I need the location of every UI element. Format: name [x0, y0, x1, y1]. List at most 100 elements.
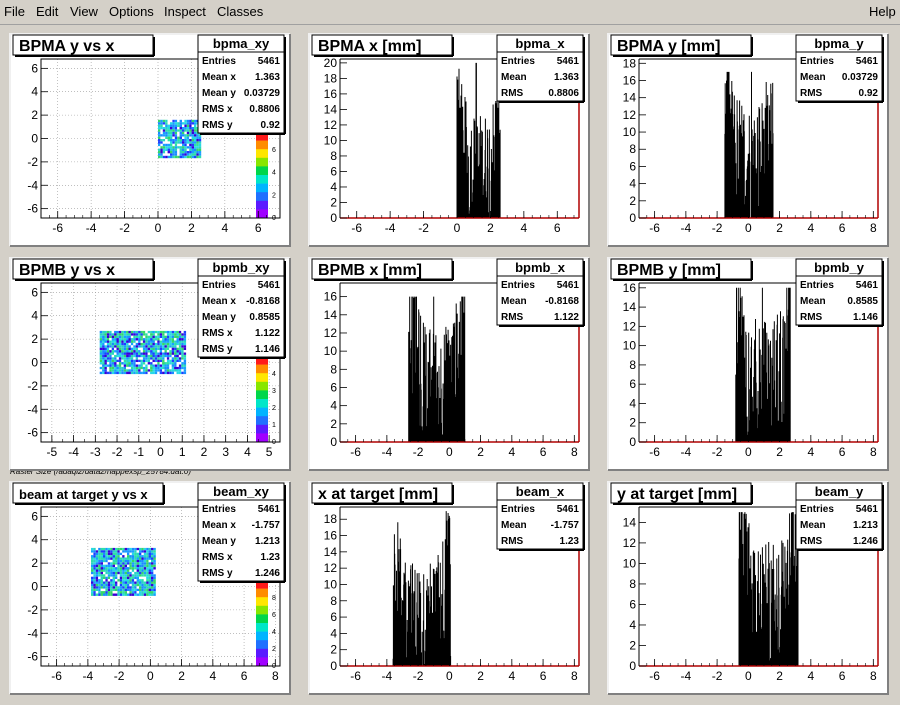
heatmap-cell — [183, 338, 187, 341]
stats-name: bpmb_x — [515, 260, 566, 275]
heatmap-cell — [112, 583, 115, 587]
heatmap-cell — [157, 340, 160, 343]
heatmap-cell — [119, 557, 123, 560]
heatmap-cell — [184, 139, 187, 142]
root-canvas[interactable]: Raster Size (/adaql2/data2/happexsp_2578… — [0, 26, 900, 700]
heatmap-cell — [93, 591, 96, 594]
heatmap-cell — [169, 340, 172, 343]
heatmap-cell — [91, 562, 94, 565]
stats-name: bpma_x — [515, 36, 565, 51]
heatmap-cell — [110, 569, 113, 572]
heatmap-cell — [170, 127, 173, 130]
y-tick-label: 8 — [629, 358, 636, 372]
pad-bevel-dark — [608, 482, 889, 695]
menu-view[interactable]: View — [70, 4, 98, 19]
menu-inspect[interactable]: Inspect — [164, 4, 206, 19]
heatmap-cell — [138, 345, 141, 348]
histogram-canvas[interactable]: Raster Size (/adaql2/data2/happexsp_2578… — [0, 26, 900, 700]
heatmap-cell — [111, 359, 115, 363]
palette-segment — [256, 416, 268, 426]
x-tick-label: 2 — [477, 445, 484, 459]
heatmap-cell — [128, 350, 131, 353]
plot-title: BPMA y vs x — [19, 38, 115, 55]
heatmap-cell — [158, 155, 161, 159]
heatmap-cell — [177, 146, 180, 149]
y-tick-label: 6 — [330, 380, 337, 394]
menu-classes[interactable]: Classes — [217, 4, 264, 19]
heatmap-cell — [136, 571, 139, 575]
heatmap-cell — [141, 574, 144, 577]
x-tick-label: -4 — [86, 221, 97, 235]
heatmap-cell — [122, 576, 125, 580]
heatmap-cell — [194, 148, 197, 151]
heatmap-cell — [198, 141, 202, 144]
stats-label: Mean — [800, 72, 826, 83]
heatmap-cell — [111, 354, 115, 358]
heatmap-cell — [162, 347, 165, 351]
heatmap-cell — [112, 593, 115, 596]
heatmap-cell — [93, 567, 96, 570]
heatmap-cell — [198, 134, 202, 137]
heatmap-cell — [106, 330, 110, 334]
heatmap-cell — [179, 148, 182, 151]
heatmap-cell — [174, 352, 177, 355]
heatmap-cell — [105, 583, 108, 587]
heatmap-cell — [182, 119, 185, 123]
heatmap-cell — [181, 359, 184, 363]
heatmap-cell — [139, 562, 142, 565]
heatmap-cell — [100, 557, 103, 560]
heatmap-cell — [171, 342, 175, 346]
x-tick-label: 0 — [446, 445, 453, 459]
heatmap-cell — [130, 352, 134, 355]
menu-file[interactable]: File — [4, 4, 25, 19]
heatmap-cell — [121, 352, 124, 355]
heatmap-cell — [178, 338, 182, 341]
heatmap-cell — [174, 122, 178, 125]
heatmap-cell — [196, 136, 199, 139]
heatmap-cell — [146, 550, 149, 553]
heatmap-cell — [177, 139, 180, 142]
heatmap-cell — [189, 153, 192, 156]
heatmap-cell — [159, 338, 163, 341]
heatmap-cell — [128, 340, 131, 343]
heatmap-cell — [111, 357, 115, 360]
heatmap-cell — [107, 588, 111, 592]
heatmap-cell — [153, 569, 156, 572]
menu-options[interactable]: Options — [109, 4, 154, 19]
heatmap-cell — [106, 347, 110, 351]
heatmap-cell — [121, 335, 124, 339]
heatmap-cell — [110, 581, 113, 584]
stats-label: Entries — [202, 504, 236, 515]
heatmap-cell — [142, 354, 146, 358]
heatmap-cell — [93, 579, 96, 582]
stats-label: Entries — [800, 280, 834, 291]
heatmap-cell — [134, 571, 137, 575]
heatmap-cell — [129, 571, 132, 575]
heatmap-cell — [177, 148, 180, 151]
stats-label: Entries — [202, 56, 236, 67]
menu-edit[interactable]: Edit — [36, 4, 59, 19]
heatmap-cell — [184, 129, 187, 132]
heatmap-cell — [134, 552, 137, 556]
heatmap-cell — [138, 371, 141, 375]
heatmap-cell — [95, 559, 99, 563]
heatmap-cell — [169, 371, 172, 375]
heatmap-cell — [182, 129, 185, 132]
stats-value: 1.213 — [853, 520, 878, 531]
menu-help[interactable]: Help — [869, 4, 896, 19]
palette-segment — [256, 640, 268, 650]
heatmap-cell — [172, 141, 175, 144]
heatmap-cell — [115, 559, 118, 563]
palette-tick-label: 2 — [272, 192, 276, 199]
heatmap-cell — [158, 124, 161, 127]
heatmap-cell — [147, 352, 151, 355]
heatmap-cell — [105, 555, 108, 558]
heatmap-cell — [150, 342, 153, 346]
heatmap-cell — [164, 330, 167, 334]
heatmap-cell — [133, 369, 136, 372]
heatmap-cell — [116, 347, 119, 351]
stats-label: RMS — [800, 312, 823, 323]
y-tick-label: 20 — [324, 56, 338, 70]
heatmap-cell — [140, 338, 143, 341]
heatmap-cell — [106, 366, 110, 370]
